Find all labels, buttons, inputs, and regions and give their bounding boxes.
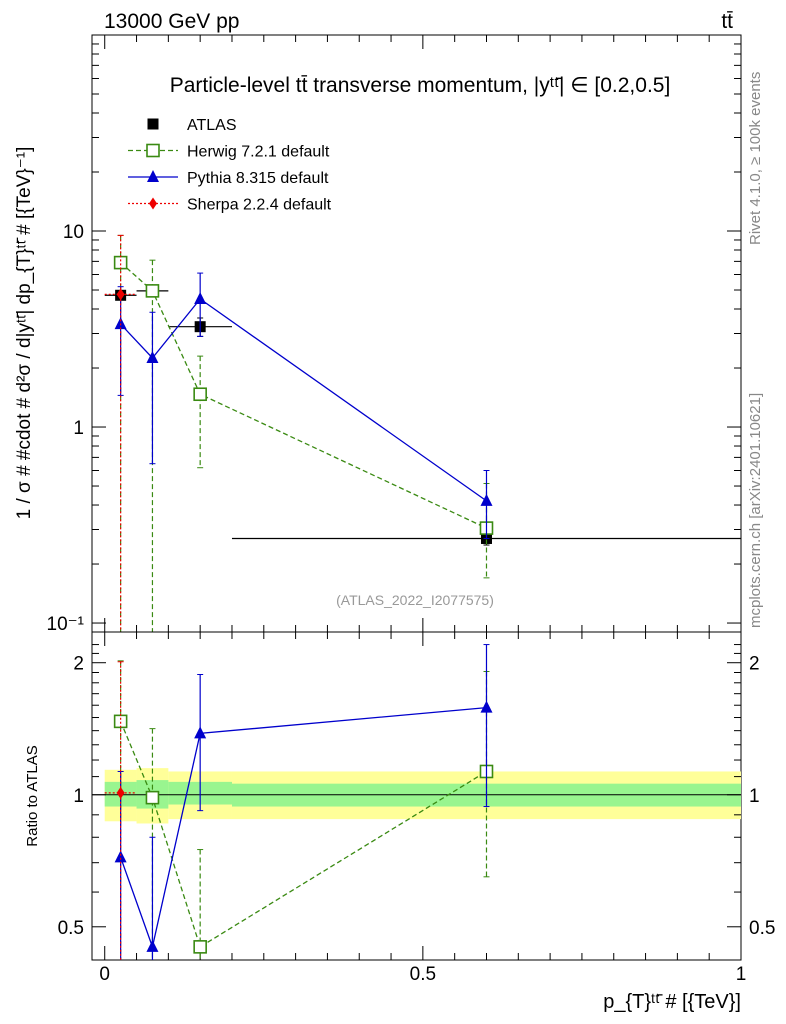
- series-pythia-8-315-default: [114, 272, 493, 539]
- legend-label: Sherpa 2.2.4 default: [187, 197, 332, 214]
- point: [116, 786, 125, 799]
- legend-item-herwig-7-2-1-default: Herwig 7.2.1 default: [128, 144, 330, 161]
- point: [193, 387, 207, 402]
- point: [480, 493, 493, 506]
- legend-item-pythia-8-315-default: Pythia 8.315 default: [128, 170, 329, 187]
- y-tick-label-right: 2: [749, 654, 760, 675]
- y-tick-label: 1: [73, 418, 84, 439]
- legend-label: Pythia 8.315 default: [187, 170, 329, 187]
- x-axis-label: p_{T}ᵗᵗ̄ # [{TeV}]: [603, 991, 741, 1013]
- legend-marker: [147, 170, 159, 182]
- legend-label: Herwig 7.2.1 default: [187, 144, 330, 161]
- point: [114, 317, 127, 330]
- y-tick-label: 10: [63, 222, 84, 243]
- rivet-version-label: Rivet 4.1.0, ≥ 100k events: [747, 72, 764, 245]
- legend-item-sherpa-2-2-4-default: Sherpa 2.2.4 default: [128, 197, 332, 214]
- ratio-panel: 0 0.5 1 0.5 0.5 1 1 2 2 Ratio to ATLAS p_{T}ᵗᵗ̄ …: [24, 631, 775, 1013]
- y-tick-label-right: 1: [749, 786, 760, 807]
- point: [194, 726, 207, 739]
- x-tick-label: 1: [736, 964, 747, 985]
- legend-marker: [149, 197, 157, 210]
- series-herwig-7-2-1-default: [113, 234, 494, 632]
- main-y-axis-label: 1 / σ # #cdot # d²σ / d|yᵗᵗ̄| dp_{T}ᵗᵗ̄ …: [14, 147, 35, 520]
- legend: ATLAS Herwig 7.2.1 default Pythia 8.315 de…: [128, 117, 332, 214]
- ratio-y-axis-label: Ratio to ATLAS: [24, 745, 41, 846]
- ratio-series: [104, 644, 494, 960]
- y-tick-label: 2: [73, 654, 84, 675]
- y-tick-label: 0.5: [58, 918, 84, 939]
- main-title: Particle-level tt̄ transverse momentum, …: [170, 74, 671, 97]
- main-axis-ticks: 10⁻¹ 1 10: [47, 34, 742, 635]
- point: [194, 291, 207, 304]
- point: [116, 288, 125, 301]
- x-tick-label: 0.5: [410, 964, 436, 985]
- legend-marker: [146, 143, 160, 158]
- y-tick-label: 1: [73, 786, 84, 807]
- point: [113, 255, 128, 270]
- legend-marker: [147, 118, 159, 130]
- energy-label: 13000 GeV pp: [104, 10, 239, 33]
- x-tick-label: 0: [99, 964, 110, 985]
- point: [146, 350, 159, 363]
- point: [193, 940, 207, 954]
- main-series: [104, 234, 741, 632]
- ratio-axis-ticks: 0 0.5 1 0.5 0.5 1 1 2 2: [58, 632, 775, 985]
- legend-label: ATLAS: [187, 117, 237, 134]
- legend-item-atlas: ATLAS: [147, 117, 237, 134]
- process-label: tt̄: [721, 10, 733, 33]
- main-panel: 10⁻¹ 1 10 Particle-level tt̄ transverse mo…: [14, 34, 742, 635]
- mcplots-label: mcplots.cern.ch [arXiv:2401.10621]: [747, 393, 764, 628]
- series-sherpa-2-2-4-default: [104, 661, 137, 960]
- point: [145, 790, 160, 805]
- y-tick-label: 10⁻¹: [47, 614, 85, 635]
- point: [114, 850, 127, 863]
- point: [145, 284, 160, 298]
- analysis-id: (ATLAS_2022_I2077575): [336, 592, 494, 608]
- point: [113, 714, 128, 729]
- series-line-herwig-7-2-1-default: [120, 721, 487, 948]
- series-line-pythia-8-315-default: [120, 298, 487, 502]
- series-sherpa-2-2-4-default: [104, 234, 137, 632]
- series-line-pythia-8-315-default: [120, 706, 487, 950]
- point: [480, 700, 493, 713]
- point: [146, 939, 159, 952]
- series-line-herwig-7-2-1-default: [120, 262, 487, 529]
- y-tick-label-right: 0.5: [749, 918, 775, 939]
- series-pythia-8-315-default: [114, 644, 493, 960]
